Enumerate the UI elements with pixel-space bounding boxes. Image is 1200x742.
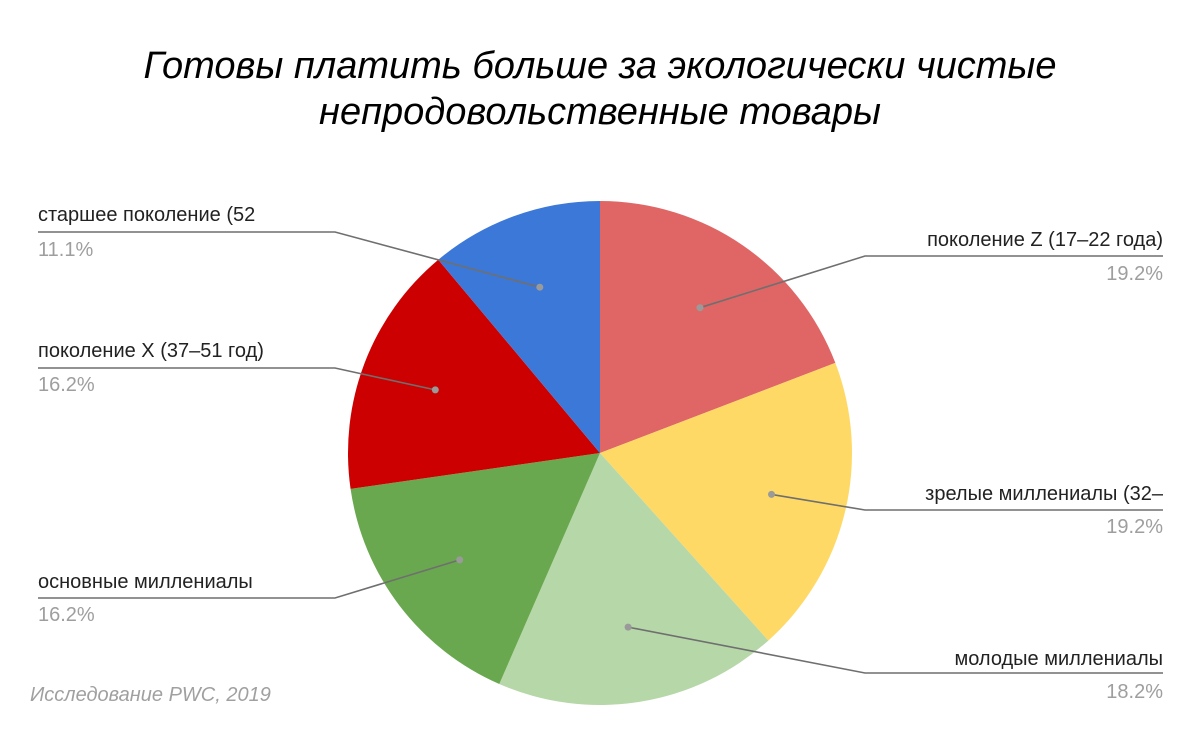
chart-title-line-1: Готовы платить больше за экологически чи… [143,45,1056,87]
pie-slice-5 [347,259,600,489]
leader-line-3 [627,626,1163,674]
slice-label-5: поколение X (37–51 год) [38,340,264,362]
leader-dot-1 [696,304,704,312]
slice-percent-3: 18.2% [1106,681,1163,703]
slice-label-3: молодые миллениалы [954,648,1163,670]
slice-percent-6: 11.1% [38,239,93,261]
slice-percent-2: 19.2% [1106,516,1163,538]
leader-dot-4 [456,556,464,564]
slice-percent-5: 16.2% [38,374,95,396]
slice-label-1: поколение Z (17–22 года) [927,229,1163,251]
leader-line-1 [699,255,1163,309]
chart-title-line-2: непродовольственные товары [319,91,881,133]
slice-label-2: зрелые миллениалы (32– [925,483,1164,505]
leader-line-5 [38,367,436,391]
slice-label-4: основные миллениалы [38,571,253,593]
leader-dot-3 [624,623,632,631]
slice-labels: поколение Z (17–22 года) 19.2% зрелые милл… [38,204,1164,703]
slice-label-6: старшее поколение (52 [38,204,255,226]
pie-slice-6 [438,201,600,453]
pie-slices [347,201,852,705]
pie-slice-4 [350,453,600,684]
leader-line-2 [771,493,1163,511]
pie-slice-2 [600,362,852,641]
leader-dot-5 [431,386,439,394]
leader-line-6 [38,231,541,288]
slice-percent-4: 16.2% [38,604,95,626]
leader-dot-6 [536,283,544,291]
leader-line-4 [38,559,460,599]
pie-slice-1 [600,201,836,453]
source-caption: Исследование PWC, 2019 [30,684,271,706]
leader-dot-2 [768,490,775,498]
slice-percent-1: 19.2% [1106,263,1163,285]
